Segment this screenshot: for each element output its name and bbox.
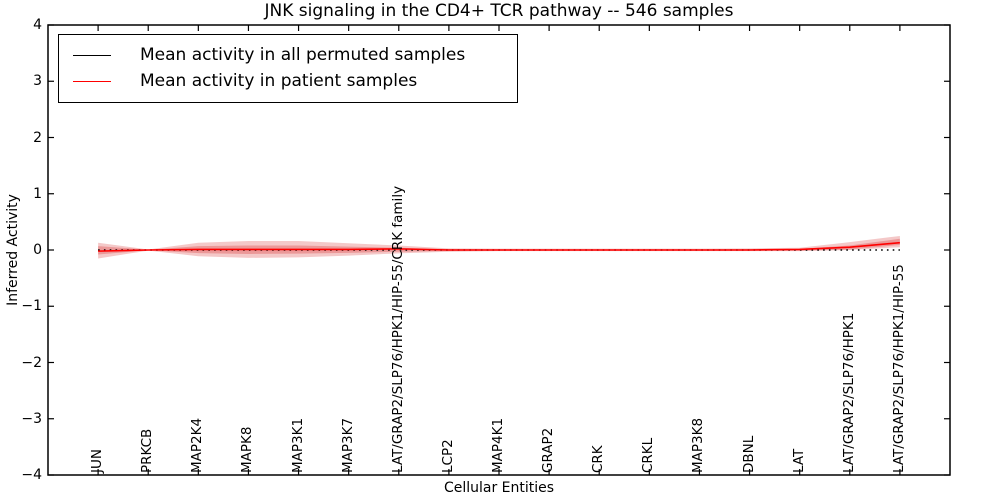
y-tick-label: 1: [33, 185, 42, 202]
x-axis-label: Cellular Entities: [443, 480, 555, 496]
legend-label: Mean activity in all permuted samples: [140, 45, 466, 65]
patient-sample-spread-outer: [98, 235, 900, 259]
patient-sample-spread-inner: [98, 238, 900, 255]
y-tick-label: −2: [21, 354, 42, 371]
x-tick-label: PRKCB: [139, 428, 156, 473]
legend: Mean activity in all permuted samples Me…: [58, 34, 518, 103]
x-tick-label: MAP2K4: [189, 417, 206, 473]
x-tick-label: CRK: [590, 445, 607, 473]
x-tick-label: LAT/GRAP2/SLP76/HPK1/HIP-55/CRK family: [389, 185, 406, 473]
x-tick-label: JUN: [89, 449, 106, 473]
x-tick-label: LAT/GRAP2/SLP76/HPK1/HIP-55: [890, 264, 907, 473]
red-line-sample-icon: [73, 80, 111, 82]
legend-label: Mean activity in patient samples: [140, 71, 418, 91]
y-tick-label: 4: [33, 17, 42, 33]
x-tick-label: DBNL: [740, 435, 757, 473]
legend-entry-permuted: Mean activity in all permuted samples: [73, 42, 517, 68]
y-tick-label: 0: [33, 242, 42, 258]
y-tick-label: −4: [21, 467, 42, 483]
legend-entry-patient: Mean activity in patient samples: [73, 68, 517, 94]
y-tick-label: −1: [21, 298, 42, 315]
x-tick-label: MAP3K1: [289, 417, 306, 473]
y-tick-label: −3: [21, 410, 42, 427]
y-axis-label: Inferred Activity: [5, 194, 21, 306]
x-tick-label: CRKL: [640, 437, 657, 473]
x-tick-label: LAT/GRAP2/SLP76/HPK1: [840, 312, 857, 473]
x-tick-label: MAP4K1: [490, 417, 506, 473]
patient-mean-line: [98, 241, 900, 252]
x-tick-label: MAP3K7: [339, 417, 356, 473]
x-tick-label: LCP2: [439, 439, 456, 473]
black-line-sample-icon: [73, 54, 111, 56]
x-tick-label: MAPK8: [239, 426, 256, 473]
y-tick-label: 2: [33, 129, 42, 146]
x-tick-label: LAT: [790, 448, 807, 473]
x-tick-label: MAP3K8: [690, 417, 707, 473]
y-tick-label: 3: [33, 73, 42, 90]
chart-title: JNK signaling in the CD4+ TCR pathway --…: [264, 1, 734, 21]
x-tick-label: GRAP2: [540, 427, 557, 473]
